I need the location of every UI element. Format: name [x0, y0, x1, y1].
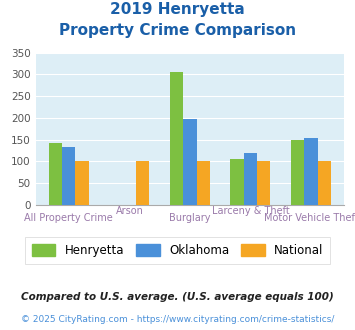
Bar	[244, 153, 257, 205]
Bar	[197, 161, 210, 205]
Text: 2019 Henryetta: 2019 Henryetta	[110, 2, 245, 16]
Bar	[183, 119, 197, 205]
Text: Arson: Arson	[115, 206, 143, 216]
Text: Larceny & Theft: Larceny & Theft	[212, 206, 289, 216]
Bar	[291, 140, 304, 205]
Bar	[304, 138, 318, 205]
Bar	[49, 143, 62, 205]
Text: Motor Vehicle Theft: Motor Vehicle Theft	[264, 213, 355, 223]
Text: Compared to U.S. average. (U.S. average equals 100): Compared to U.S. average. (U.S. average …	[21, 292, 334, 302]
Text: Burglary: Burglary	[169, 213, 211, 223]
Text: © 2025 CityRating.com - https://www.cityrating.com/crime-statistics/: © 2025 CityRating.com - https://www.city…	[21, 315, 334, 324]
Bar	[170, 72, 183, 205]
Bar	[257, 161, 271, 205]
Bar	[62, 147, 76, 205]
Text: All Property Crime: All Property Crime	[24, 213, 113, 223]
Legend: Henryetta, Oklahoma, National: Henryetta, Oklahoma, National	[24, 237, 331, 264]
Bar	[76, 161, 89, 205]
Bar	[318, 161, 331, 205]
Bar	[230, 159, 244, 205]
Bar	[136, 161, 149, 205]
Text: Property Crime Comparison: Property Crime Comparison	[59, 23, 296, 38]
